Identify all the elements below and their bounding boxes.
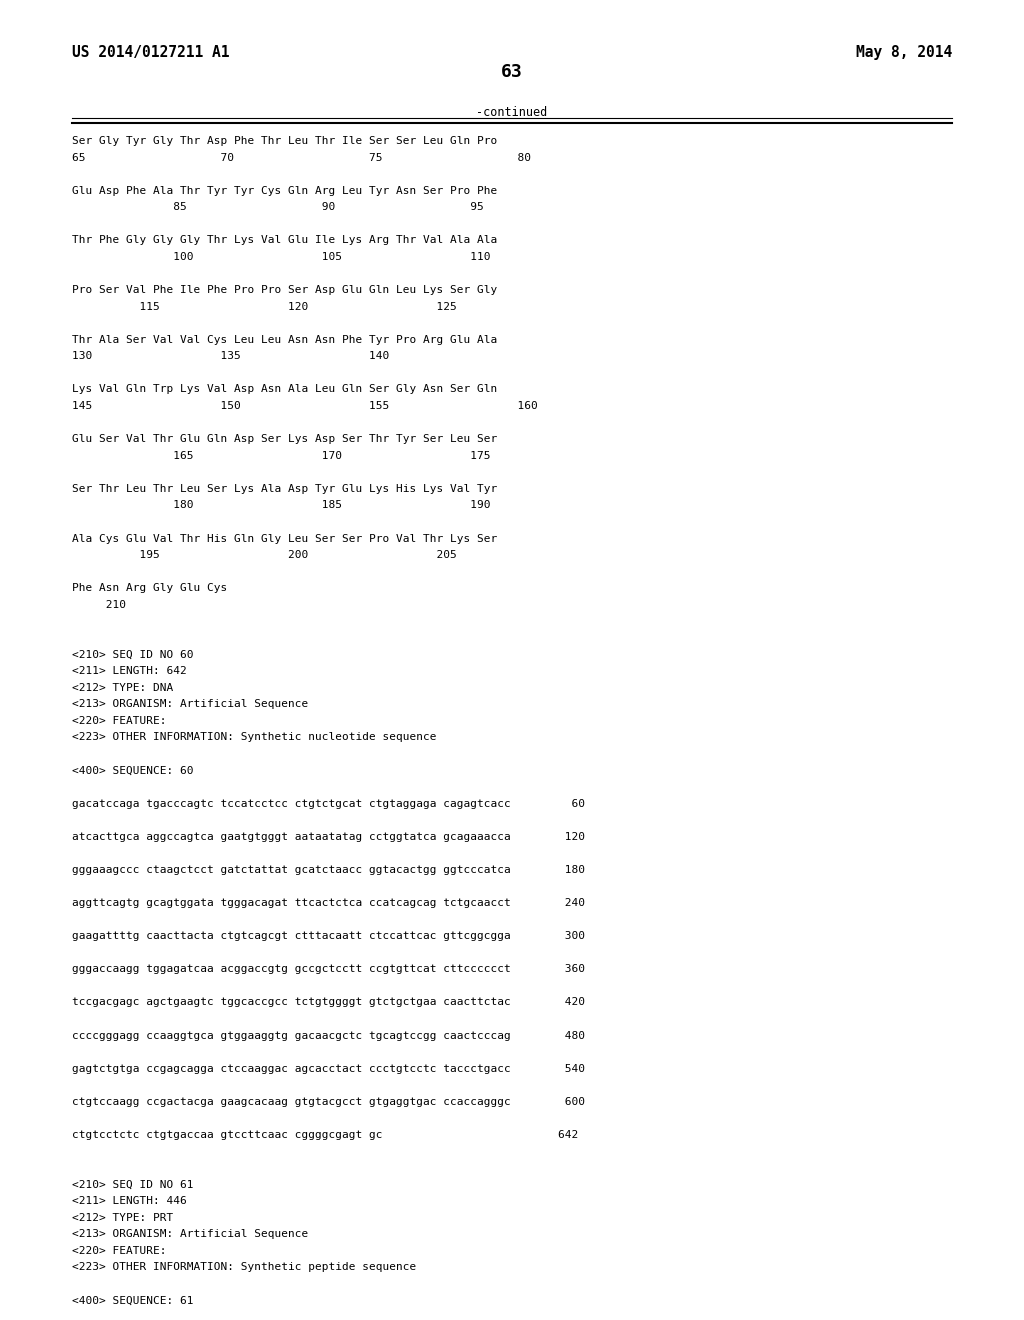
Text: <212> TYPE: DNA: <212> TYPE: DNA xyxy=(72,682,173,693)
Text: <210> SEQ ID NO 60: <210> SEQ ID NO 60 xyxy=(72,649,194,660)
Text: Ala Cys Glu Val Thr His Gln Gly Leu Ser Ser Pro Val Thr Lys Ser: Ala Cys Glu Val Thr His Gln Gly Leu Ser … xyxy=(72,533,497,544)
Text: Glu Ser Val Thr Glu Gln Asp Ser Lys Asp Ser Thr Tyr Ser Leu Ser: Glu Ser Val Thr Glu Gln Asp Ser Lys Asp … xyxy=(72,434,497,444)
Text: <220> FEATURE:: <220> FEATURE: xyxy=(72,715,166,726)
Text: 165                   170                   175: 165 170 175 xyxy=(72,450,490,461)
Text: Thr Ala Ser Val Val Cys Leu Leu Asn Asn Phe Tyr Pro Arg Glu Ala: Thr Ala Ser Val Val Cys Leu Leu Asn Asn … xyxy=(72,335,497,345)
Text: <213> ORGANISM: Artificial Sequence: <213> ORGANISM: Artificial Sequence xyxy=(72,1229,308,1239)
Text: gacatccaga tgacccagtc tccatcctcc ctgtctgcat ctgtaggaga cagagtcacc         60: gacatccaga tgacccagtc tccatcctcc ctgtctg… xyxy=(72,799,585,809)
Text: Thr Phe Gly Gly Gly Thr Lys Val Glu Ile Lys Arg Thr Val Ala Ala: Thr Phe Gly Gly Gly Thr Lys Val Glu Ile … xyxy=(72,235,497,246)
Text: -continued: -continued xyxy=(476,106,548,119)
Text: <212> TYPE: PRT: <212> TYPE: PRT xyxy=(72,1213,173,1222)
Text: 180                   185                   190: 180 185 190 xyxy=(72,500,490,511)
Text: <211> LENGTH: 642: <211> LENGTH: 642 xyxy=(72,667,186,676)
Text: Pro Ser Val Phe Ile Phe Pro Pro Ser Asp Glu Gln Leu Lys Ser Gly: Pro Ser Val Phe Ile Phe Pro Pro Ser Asp … xyxy=(72,285,497,296)
Text: 85                    90                    95: 85 90 95 xyxy=(72,202,483,213)
Text: Ser Thr Leu Thr Leu Ser Lys Ala Asp Tyr Glu Lys His Lys Val Tyr: Ser Thr Leu Thr Leu Ser Lys Ala Asp Tyr … xyxy=(72,484,497,494)
Text: <223> OTHER INFORMATION: Synthetic nucleotide sequence: <223> OTHER INFORMATION: Synthetic nucle… xyxy=(72,733,436,742)
Text: US 2014/0127211 A1: US 2014/0127211 A1 xyxy=(72,45,229,59)
Text: gggaaagccc ctaagctcct gatctattat gcatctaacc ggtacactgg ggtcccatca        180: gggaaagccc ctaagctcct gatctattat gcatcta… xyxy=(72,865,585,875)
Text: atcacttgca aggccagtca gaatgtgggt aataatatag cctggtatca gcagaaacca        120: atcacttgca aggccagtca gaatgtgggt aataata… xyxy=(72,832,585,842)
Text: 115                   120                   125: 115 120 125 xyxy=(72,301,457,312)
Text: Phe Asn Arg Gly Glu Cys: Phe Asn Arg Gly Glu Cys xyxy=(72,583,227,593)
Text: ctgtccaagg ccgactacga gaagcacaag gtgtacgcct gtgaggtgac ccaccagggc        600: ctgtccaagg ccgactacga gaagcacaag gtgtacg… xyxy=(72,1097,585,1106)
Text: Ser Gly Tyr Gly Thr Asp Phe Thr Leu Thr Ile Ser Ser Leu Gln Pro: Ser Gly Tyr Gly Thr Asp Phe Thr Leu Thr … xyxy=(72,136,497,147)
Text: <213> ORGANISM: Artificial Sequence: <213> ORGANISM: Artificial Sequence xyxy=(72,700,308,709)
Text: ctgtcctctc ctgtgaccaa gtccttcaac cggggcgagt gc                          642: ctgtcctctc ctgtgaccaa gtccttcaac cggggcg… xyxy=(72,1130,578,1140)
Text: 65                    70                    75                    80: 65 70 75 80 xyxy=(72,153,530,162)
Text: gggaccaagg tggagatcaa acggaccgtg gccgctcctt ccgtgttcat cttcccccct        360: gggaccaagg tggagatcaa acggaccgtg gccgctc… xyxy=(72,964,585,974)
Text: tccgacgagc agctgaagtc tggcaccgcc tctgtggggt gtctgctgaa caacttctac        420: tccgacgagc agctgaagtc tggcaccgcc tctgtgg… xyxy=(72,998,585,1007)
Text: 130                   135                   140: 130 135 140 xyxy=(72,351,389,362)
Text: <210> SEQ ID NO 61: <210> SEQ ID NO 61 xyxy=(72,1180,194,1189)
Text: <400> SEQUENCE: 61: <400> SEQUENCE: 61 xyxy=(72,1296,194,1305)
Text: gagtctgtga ccgagcagga ctccaaggac agcacctact ccctgtcctc taccctgacc        540: gagtctgtga ccgagcagga ctccaaggac agcacct… xyxy=(72,1064,585,1073)
Text: 63: 63 xyxy=(501,63,523,82)
Text: 195                   200                   205: 195 200 205 xyxy=(72,550,457,560)
Text: Glu Asp Phe Ala Thr Tyr Tyr Cys Gln Arg Leu Tyr Asn Ser Pro Phe: Glu Asp Phe Ala Thr Tyr Tyr Cys Gln Arg … xyxy=(72,186,497,195)
Text: gaagattttg caacttacta ctgtcagcgt ctttacaatt ctccattcac gttcggcgga        300: gaagattttg caacttacta ctgtcagcgt ctttaca… xyxy=(72,931,585,941)
Text: 145                   150                   155                   160: 145 150 155 160 xyxy=(72,401,538,411)
Text: 210: 210 xyxy=(72,599,126,610)
Text: <400> SEQUENCE: 60: <400> SEQUENCE: 60 xyxy=(72,766,194,775)
Text: <211> LENGTH: 446: <211> LENGTH: 446 xyxy=(72,1196,186,1206)
Text: Lys Val Gln Trp Lys Val Asp Asn Ala Leu Gln Ser Gly Asn Ser Gln: Lys Val Gln Trp Lys Val Asp Asn Ala Leu … xyxy=(72,384,497,395)
Text: <223> OTHER INFORMATION: Synthetic peptide sequence: <223> OTHER INFORMATION: Synthetic pepti… xyxy=(72,1262,416,1272)
Text: May 8, 2014: May 8, 2014 xyxy=(856,45,952,59)
Text: <220> FEATURE:: <220> FEATURE: xyxy=(72,1246,166,1255)
Text: aggttcagtg gcagtggata tgggacagat ttcactctca ccatcagcag tctgcaacct        240: aggttcagtg gcagtggata tgggacagat ttcactc… xyxy=(72,898,585,908)
Text: 100                   105                   110: 100 105 110 xyxy=(72,252,490,261)
Text: ccccgggagg ccaaggtgca gtggaaggtg gacaacgctc tgcagtccgg caactcccag        480: ccccgggagg ccaaggtgca gtggaaggtg gacaacg… xyxy=(72,1031,585,1040)
